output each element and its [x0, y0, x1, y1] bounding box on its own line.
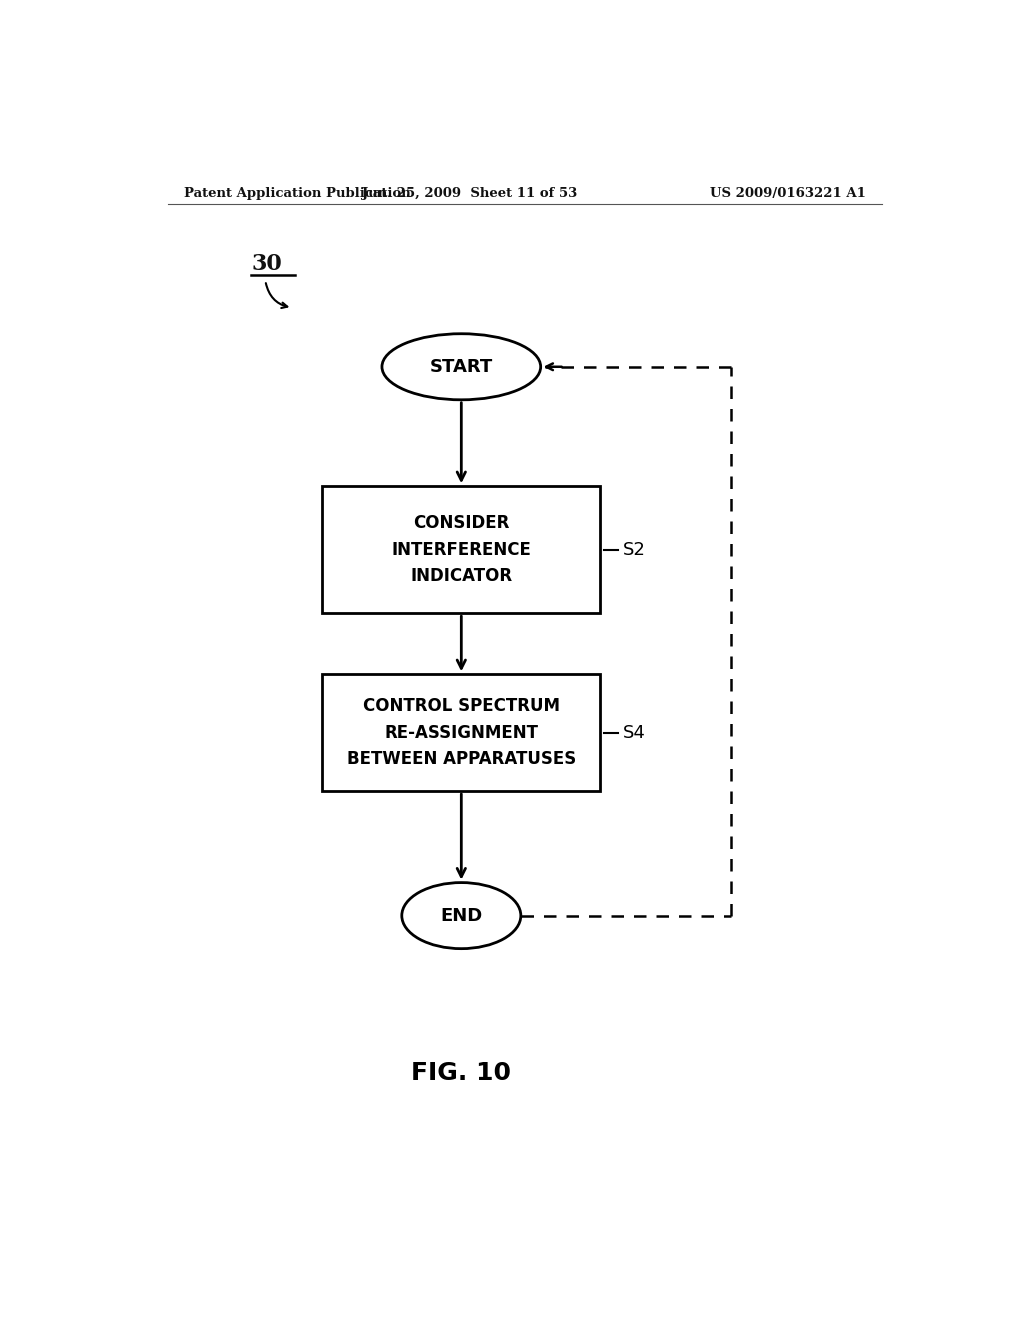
Text: END: END	[440, 907, 482, 924]
Text: START: START	[430, 358, 493, 376]
FancyBboxPatch shape	[323, 486, 600, 614]
Ellipse shape	[382, 334, 541, 400]
Text: Patent Application Publication: Patent Application Publication	[183, 187, 411, 201]
Text: FIG. 10: FIG. 10	[412, 1061, 511, 1085]
Text: S2: S2	[623, 541, 645, 558]
Text: CONTROL SPECTRUM
RE-ASSIGNMENT
BETWEEN APPARATUSES: CONTROL SPECTRUM RE-ASSIGNMENT BETWEEN A…	[347, 697, 575, 768]
Ellipse shape	[401, 883, 521, 949]
Text: S4: S4	[623, 723, 645, 742]
Text: CONSIDER
INTERFERENCE
INDICATOR: CONSIDER INTERFERENCE INDICATOR	[391, 515, 531, 585]
FancyBboxPatch shape	[323, 675, 600, 791]
Text: 30: 30	[251, 253, 282, 276]
Text: Jun. 25, 2009  Sheet 11 of 53: Jun. 25, 2009 Sheet 11 of 53	[361, 187, 577, 201]
Text: US 2009/0163221 A1: US 2009/0163221 A1	[711, 187, 866, 201]
